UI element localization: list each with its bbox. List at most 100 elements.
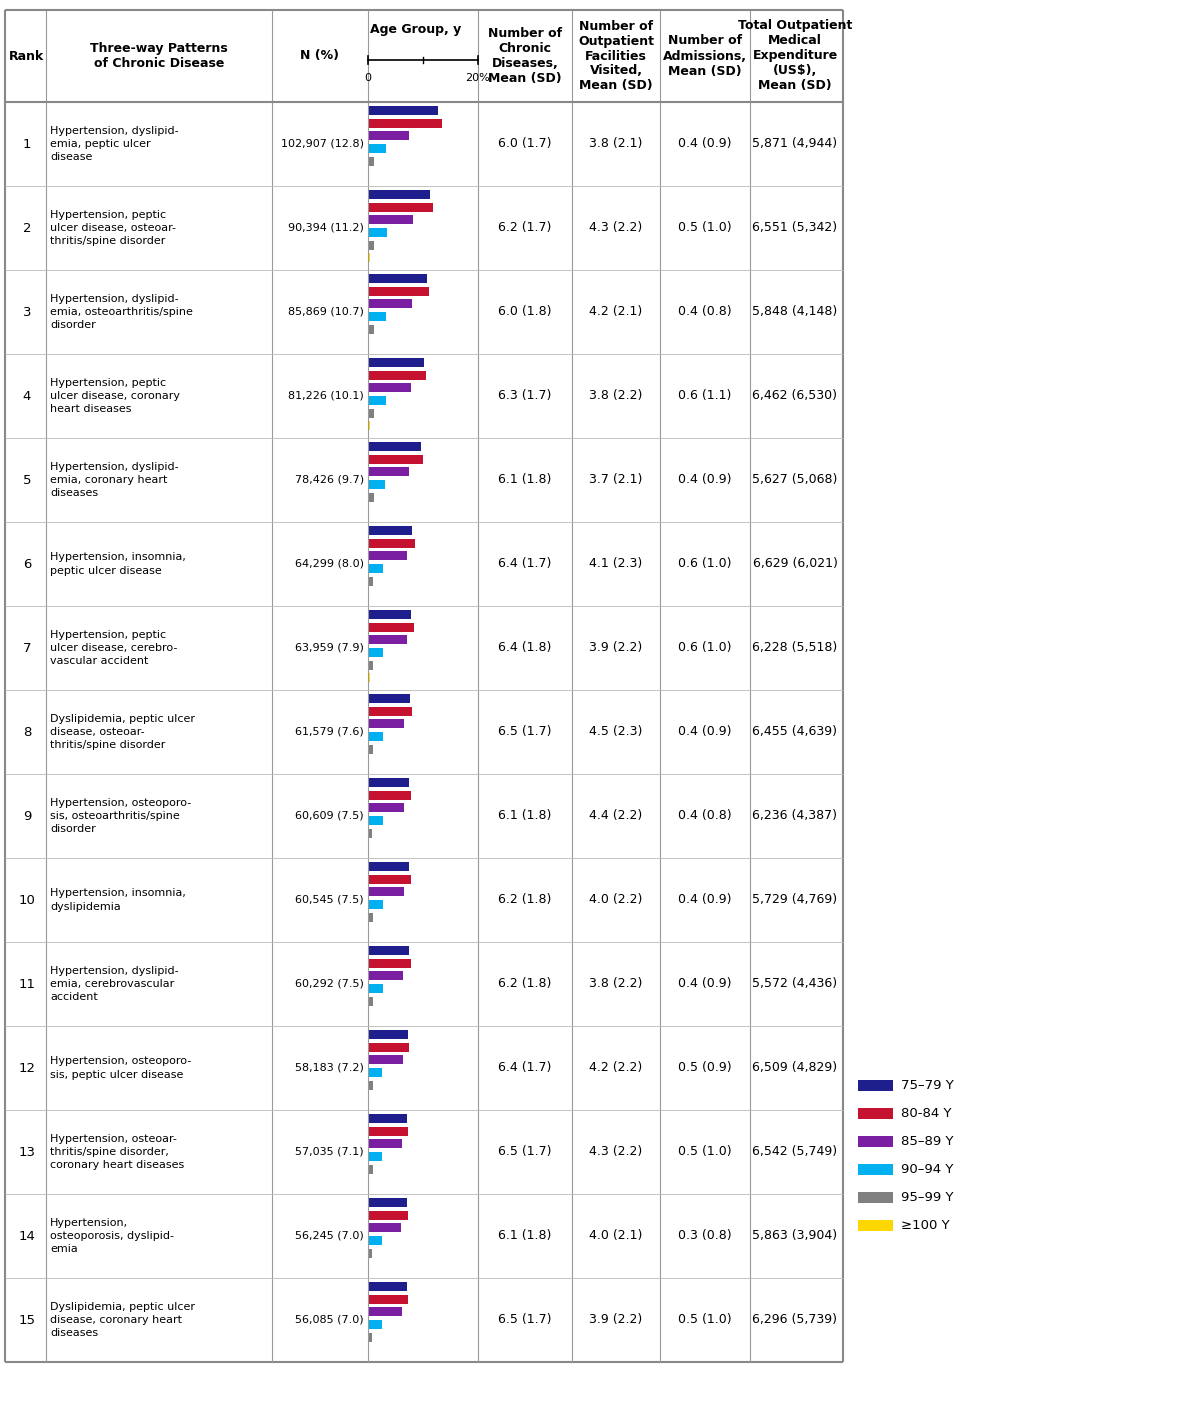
Text: Rank: Rank (9, 49, 45, 63)
Text: 4.0 (2.1): 4.0 (2.1) (589, 1230, 642, 1243)
Text: 60,292 (7.5): 60,292 (7.5) (295, 979, 364, 989)
Bar (369, 1030, 408, 1040)
Bar (369, 191, 430, 199)
Bar (369, 731, 383, 741)
Bar (369, 203, 433, 212)
Text: 0.4 (0.9): 0.4 (0.9) (678, 894, 732, 906)
Bar (369, 1307, 402, 1317)
Bar (369, 527, 412, 535)
Text: 102,907 (12.8): 102,907 (12.8) (281, 139, 364, 149)
Text: 56,085 (7.0): 56,085 (7.0) (295, 1316, 364, 1325)
Bar (369, 565, 384, 573)
Bar (369, 958, 411, 968)
Text: 5,627 (5,068): 5,627 (5,068) (752, 474, 838, 486)
Text: 6,542 (5,749): 6,542 (5,749) (752, 1146, 838, 1159)
Text: 4.2 (2.1): 4.2 (2.1) (589, 305, 642, 318)
Bar (369, 912, 373, 922)
Text: 0.5 (0.9): 0.5 (0.9) (678, 1062, 732, 1075)
Bar (369, 1152, 383, 1161)
Bar (369, 216, 414, 224)
Text: 6.4 (1.7): 6.4 (1.7) (499, 1062, 552, 1075)
Text: Hypertension, osteoporo-
sis, peptic ulcer disease: Hypertension, osteoporo- sis, peptic ulc… (50, 1056, 191, 1080)
Bar (369, 1210, 408, 1220)
Bar (369, 275, 427, 283)
Bar (369, 325, 373, 333)
Text: 3.9 (2.2): 3.9 (2.2) (589, 1314, 642, 1327)
Text: 6: 6 (23, 558, 31, 570)
Text: 6.0 (1.7): 6.0 (1.7) (498, 137, 552, 150)
Bar (369, 695, 410, 703)
Bar (369, 887, 404, 897)
Text: 0.5 (1.0): 0.5 (1.0) (678, 1314, 732, 1327)
Bar (369, 1198, 406, 1208)
Text: 5: 5 (23, 474, 31, 486)
Bar (369, 778, 409, 787)
Bar (369, 300, 412, 308)
Bar (858, 1108, 893, 1119)
Text: 95–99 Y: 95–99 Y (901, 1191, 954, 1203)
Bar (369, 1223, 401, 1233)
Text: ≥100 Y: ≥100 Y (901, 1219, 949, 1231)
Text: 6.1 (1.8): 6.1 (1.8) (499, 474, 552, 486)
Text: 6,455 (4,639): 6,455 (4,639) (752, 726, 838, 738)
Bar (369, 946, 409, 955)
Text: 14: 14 (19, 1230, 36, 1243)
Bar (369, 552, 406, 560)
Bar (369, 706, 412, 716)
Text: 85–89 Y: 85–89 Y (901, 1135, 954, 1147)
Text: 4.0 (2.2): 4.0 (2.2) (589, 894, 642, 906)
Text: 6.2 (1.8): 6.2 (1.8) (499, 978, 552, 991)
Text: Hypertension, osteoar-
thritis/spine disorder,
coronary heart diseases: Hypertension, osteoar- thritis/spine dis… (50, 1133, 184, 1170)
Text: 61,579 (7.6): 61,579 (7.6) (295, 727, 364, 737)
Bar (369, 455, 423, 464)
Text: 0.4 (0.9): 0.4 (0.9) (678, 978, 732, 991)
Text: 6.4 (1.7): 6.4 (1.7) (499, 558, 552, 570)
Bar (369, 1068, 383, 1077)
Bar (369, 422, 370, 430)
Bar (369, 1042, 409, 1052)
Bar (369, 144, 385, 153)
Bar (369, 790, 411, 800)
Text: Hypertension, peptic
ulcer disease, cerebro-
vascular accident: Hypertension, peptic ulcer disease, cere… (50, 630, 178, 667)
Text: Hypertension, dyslipid-
emia, peptic ulcer
disease: Hypertension, dyslipid- emia, peptic ulc… (50, 126, 179, 163)
Text: Hypertension,
osteoporosis, dyslipid-
emia: Hypertension, osteoporosis, dyslipid- em… (50, 1217, 174, 1254)
Text: 64,299 (8.0): 64,299 (8.0) (295, 559, 364, 569)
Text: Hypertension, insomnia,
peptic ulcer disease: Hypertension, insomnia, peptic ulcer dis… (50, 552, 186, 576)
Bar (369, 996, 373, 1006)
Bar (369, 1332, 372, 1342)
Text: 0.4 (0.9): 0.4 (0.9) (678, 137, 732, 150)
Bar (858, 1136, 893, 1147)
Text: Number of
Outpatient
Facilities
Visited,
Mean (SD): Number of Outpatient Facilities Visited,… (578, 20, 654, 92)
Bar (369, 312, 386, 321)
Bar (369, 971, 403, 981)
Text: 85,869 (10.7): 85,869 (10.7) (288, 307, 364, 317)
Text: 3.8 (2.2): 3.8 (2.2) (589, 389, 642, 402)
Text: 6.2 (1.8): 6.2 (1.8) (499, 894, 552, 906)
Text: Total Outpatient
Medical
Expenditure
(US$),
Mean (SD): Total Outpatient Medical Expenditure (US… (738, 20, 852, 92)
Text: 4: 4 (23, 389, 31, 402)
Text: 1: 1 (23, 137, 31, 150)
Bar (369, 828, 372, 838)
Bar (369, 862, 409, 871)
Text: 2: 2 (23, 221, 31, 234)
Bar (369, 611, 411, 619)
Text: 3: 3 (23, 305, 31, 318)
Bar (369, 649, 384, 657)
Bar (369, 744, 373, 754)
Text: 90–94 Y: 90–94 Y (901, 1163, 954, 1175)
Text: 6,462 (6,530): 6,462 (6,530) (752, 389, 838, 402)
Bar (369, 119, 442, 127)
Text: 9: 9 (23, 810, 31, 822)
Text: 4.5 (2.3): 4.5 (2.3) (589, 726, 642, 738)
Text: Hypertension, dyslipid-
emia, coronary heart
diseases: Hypertension, dyslipid- emia, coronary h… (50, 462, 179, 499)
Bar (369, 874, 411, 884)
Text: 6,228 (5,518): 6,228 (5,518) (752, 642, 838, 654)
Bar (858, 1220, 893, 1231)
Text: 0.6 (1.0): 0.6 (1.0) (678, 558, 732, 570)
Bar (369, 371, 425, 380)
Text: Hypertension, peptic
ulcer disease, coronary
heart diseases: Hypertension, peptic ulcer disease, coro… (50, 378, 180, 415)
Text: 3.7 (2.1): 3.7 (2.1) (589, 474, 642, 486)
Bar (369, 1080, 373, 1090)
Text: Dyslipidemia, peptic ulcer
disease, osteoar-
thritis/spine disorder: Dyslipidemia, peptic ulcer disease, oste… (50, 713, 196, 750)
Text: 6,509 (4,829): 6,509 (4,829) (752, 1062, 838, 1075)
